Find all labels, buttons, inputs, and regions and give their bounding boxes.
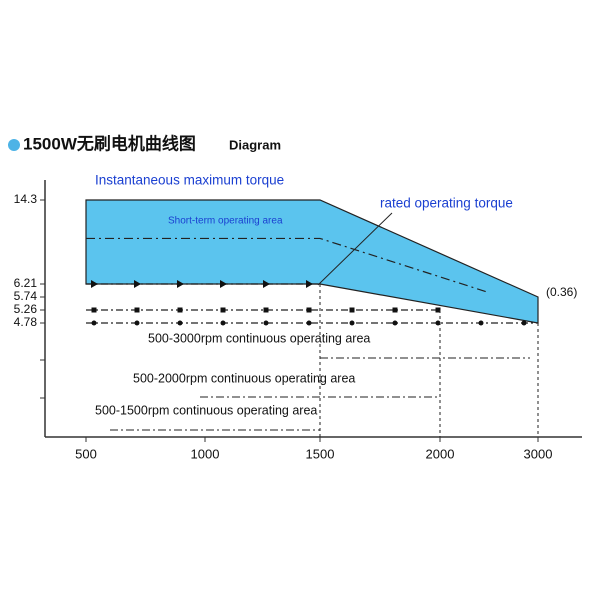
y-tick-label: 5.74 (14, 289, 38, 303)
area-label: 500-3000rpm continuous operating area (148, 331, 370, 345)
y-tick-label: 4.78 (14, 315, 38, 329)
line-marker (134, 320, 140, 326)
line-marker (392, 320, 398, 326)
leader-line (317, 212, 393, 286)
line-marker (220, 320, 226, 326)
x-tick-label: 1000 (191, 446, 220, 461)
line-marker (435, 307, 441, 313)
line-marker (263, 320, 269, 326)
area-label: 500-1500rpm continuous operating area (95, 403, 317, 417)
line-marker (263, 307, 269, 313)
chart-subtitle: Diagram (229, 137, 281, 152)
line-marker (220, 280, 227, 288)
line-marker (177, 307, 183, 313)
line-marker (134, 307, 140, 313)
y-tick-label: 5.26 (14, 302, 38, 316)
annotation: Short-term operating area (168, 216, 283, 227)
line-marker (91, 280, 98, 288)
series-label: Instantaneous maximum torque (95, 173, 284, 188)
chart-title: 1500W无刷电机曲线图 (23, 133, 196, 153)
torque-line (86, 237, 490, 294)
line-marker (306, 320, 312, 326)
y-tick-label: 6.21 (14, 276, 38, 290)
x-tick-label: 500 (75, 446, 97, 461)
line-marker (263, 280, 270, 288)
line-marker (91, 320, 97, 326)
line-marker (134, 280, 141, 288)
torque-area (85, 199, 539, 324)
x-tick-label: 2000 (426, 446, 455, 461)
line-marker (220, 307, 226, 313)
title-bullet (8, 139, 20, 151)
line-marker (392, 307, 398, 313)
line-marker (349, 320, 355, 326)
series-label: rated operating torque (380, 196, 513, 211)
line-marker (349, 307, 355, 313)
line-marker (306, 307, 312, 313)
x-tick-label: 3000 (524, 446, 553, 461)
annotation: (0.36) (546, 285, 577, 299)
line-marker (306, 280, 313, 288)
line-marker (435, 320, 441, 326)
area-label: 500-2000rpm continuous operating area (133, 371, 355, 385)
line-marker (521, 320, 527, 326)
line-marker (177, 280, 184, 288)
range-arrows (110, 357, 530, 431)
x-tick-label: 1500 (306, 446, 335, 461)
y-tick-label: 14.3 (14, 192, 38, 206)
line-marker (177, 320, 183, 326)
line-marker (478, 320, 484, 326)
line-marker (91, 307, 97, 313)
